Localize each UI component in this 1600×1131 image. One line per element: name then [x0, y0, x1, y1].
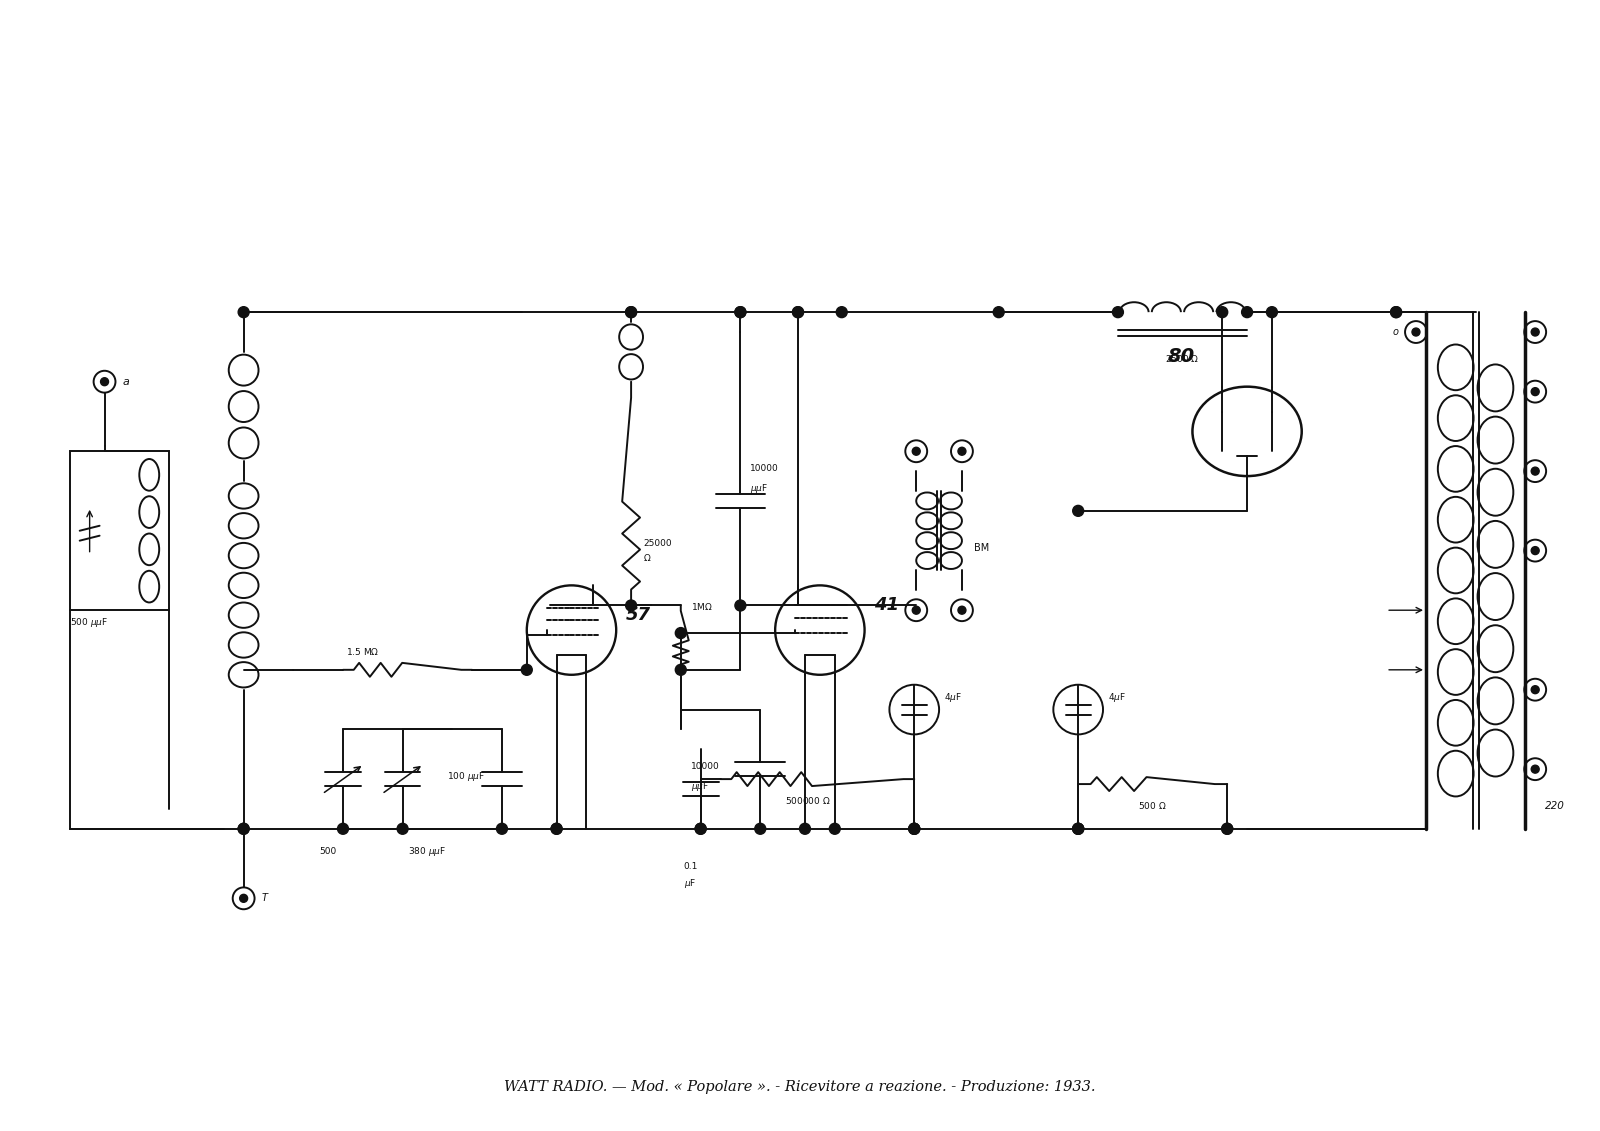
Circle shape [101, 378, 109, 386]
Text: 500 $\mu\mu$F: 500 $\mu\mu$F [70, 616, 107, 629]
Circle shape [734, 601, 746, 611]
Circle shape [734, 307, 746, 318]
Circle shape [1531, 388, 1539, 396]
Circle shape [958, 447, 966, 455]
Text: $\mu\mu$F: $\mu\mu$F [750, 482, 768, 495]
Circle shape [238, 823, 250, 835]
Circle shape [1072, 823, 1083, 835]
Text: 500000 $\Omega$: 500000 $\Omega$ [784, 795, 830, 806]
Text: T: T [261, 893, 267, 904]
Circle shape [1390, 307, 1402, 318]
Circle shape [397, 823, 408, 835]
Circle shape [240, 895, 248, 903]
Circle shape [550, 823, 562, 835]
Text: $\mu\mu$F: $\mu\mu$F [691, 780, 709, 793]
Text: 1.5 M$\Omega$: 1.5 M$\Omega$ [346, 646, 379, 657]
Circle shape [1072, 823, 1083, 835]
Circle shape [994, 307, 1005, 318]
Circle shape [1112, 307, 1123, 318]
Text: 100 $\mu\mu$F: 100 $\mu\mu$F [448, 770, 485, 783]
Circle shape [1531, 685, 1539, 693]
Circle shape [496, 823, 507, 835]
Circle shape [792, 307, 803, 318]
Text: 80: 80 [1168, 347, 1195, 365]
Circle shape [1072, 506, 1083, 517]
Bar [70, 451, 170, 611]
Text: 1M$\Omega$: 1M$\Omega$ [691, 602, 712, 612]
Circle shape [338, 823, 349, 835]
Text: $\Omega$: $\Omega$ [643, 552, 651, 563]
Circle shape [1531, 546, 1539, 554]
Circle shape [912, 606, 920, 614]
Circle shape [1222, 823, 1232, 835]
Text: 500 $\Omega$: 500 $\Omega$ [1139, 800, 1166, 811]
Circle shape [912, 447, 920, 455]
Circle shape [1222, 823, 1232, 835]
Circle shape [755, 823, 766, 835]
Circle shape [1216, 307, 1227, 318]
Circle shape [550, 823, 562, 835]
Circle shape [958, 606, 966, 614]
Text: 10000: 10000 [691, 762, 720, 771]
Text: 57: 57 [626, 606, 651, 624]
Circle shape [800, 823, 811, 835]
Text: 2500 $\Omega$: 2500 $\Omega$ [1165, 353, 1200, 364]
Circle shape [909, 823, 920, 835]
Text: 0.1: 0.1 [683, 862, 698, 871]
Circle shape [694, 823, 706, 835]
Circle shape [837, 307, 846, 318]
Circle shape [1531, 328, 1539, 336]
Text: WATT RADIO. — Mod. « Popolare ». - Ricevitore a reazione. - Produzione: 1933.: WATT RADIO. — Mod. « Popolare ». - Ricev… [504, 1080, 1096, 1094]
Text: $\mu$F: $\mu$F [685, 878, 698, 890]
Circle shape [1242, 307, 1253, 318]
Text: 380 $\mu\mu$F: 380 $\mu\mu$F [408, 845, 446, 857]
Circle shape [1267, 307, 1277, 318]
Circle shape [626, 307, 637, 318]
Circle shape [626, 307, 637, 318]
Text: 220: 220 [1546, 801, 1565, 811]
Circle shape [1390, 307, 1402, 318]
Text: BM: BM [974, 543, 989, 553]
Circle shape [694, 823, 706, 835]
Circle shape [829, 823, 840, 835]
Text: o: o [1392, 327, 1398, 337]
Text: a: a [123, 377, 130, 387]
Text: 500: 500 [320, 847, 336, 856]
Circle shape [1072, 823, 1083, 835]
Circle shape [734, 307, 746, 318]
Circle shape [1531, 766, 1539, 774]
Text: 25000: 25000 [643, 538, 672, 547]
Circle shape [522, 664, 533, 675]
Circle shape [792, 307, 803, 318]
Text: 10000: 10000 [750, 464, 779, 473]
Circle shape [909, 823, 920, 835]
Circle shape [238, 307, 250, 318]
Circle shape [675, 628, 686, 639]
Circle shape [909, 823, 920, 835]
Text: 4$\mu$F: 4$\mu$F [944, 691, 962, 703]
Circle shape [1531, 467, 1539, 475]
Circle shape [626, 601, 637, 611]
Text: 4$\mu$F: 4$\mu$F [1107, 691, 1126, 703]
Circle shape [238, 823, 250, 835]
Circle shape [675, 664, 686, 675]
Circle shape [1413, 328, 1419, 336]
Text: 41: 41 [875, 596, 899, 614]
